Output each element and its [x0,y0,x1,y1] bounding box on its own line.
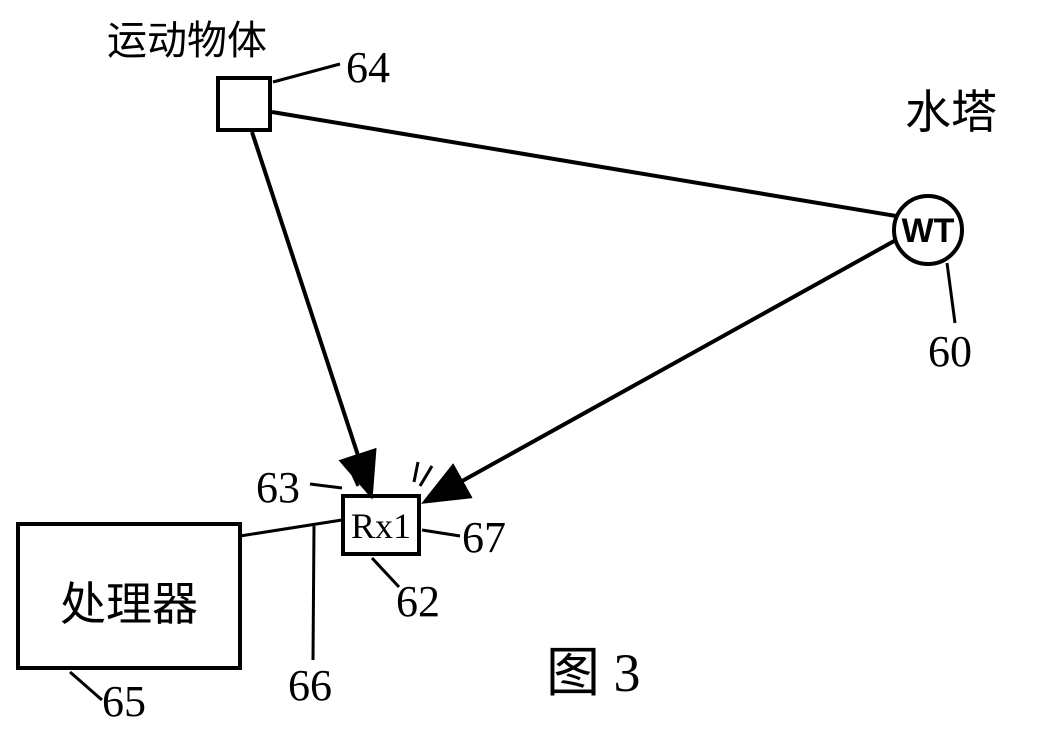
figure-caption: 图 3 [546,628,641,707]
ref-62: 62 [396,576,440,627]
ref-60: 60 [928,326,972,377]
processor-label: 处理器 [60,568,198,634]
ref-65: 65 [102,676,146,727]
ref-63: 63 [256,462,300,513]
moving-object-label: 运动物体 [107,8,267,66]
ref-64: 64 [346,42,390,93]
edge-1 [428,240,896,500]
svg-text:Rx1: Rx1 [351,506,411,546]
svg-text:WT: WT [902,212,955,250]
moving-object-node [218,78,270,130]
edge-0 [252,132,370,492]
ref-67: 67 [462,512,506,563]
edge-2 [272,112,896,216]
water-tower-label: 水塔 [905,76,997,142]
ref-66: 66 [288,660,332,711]
